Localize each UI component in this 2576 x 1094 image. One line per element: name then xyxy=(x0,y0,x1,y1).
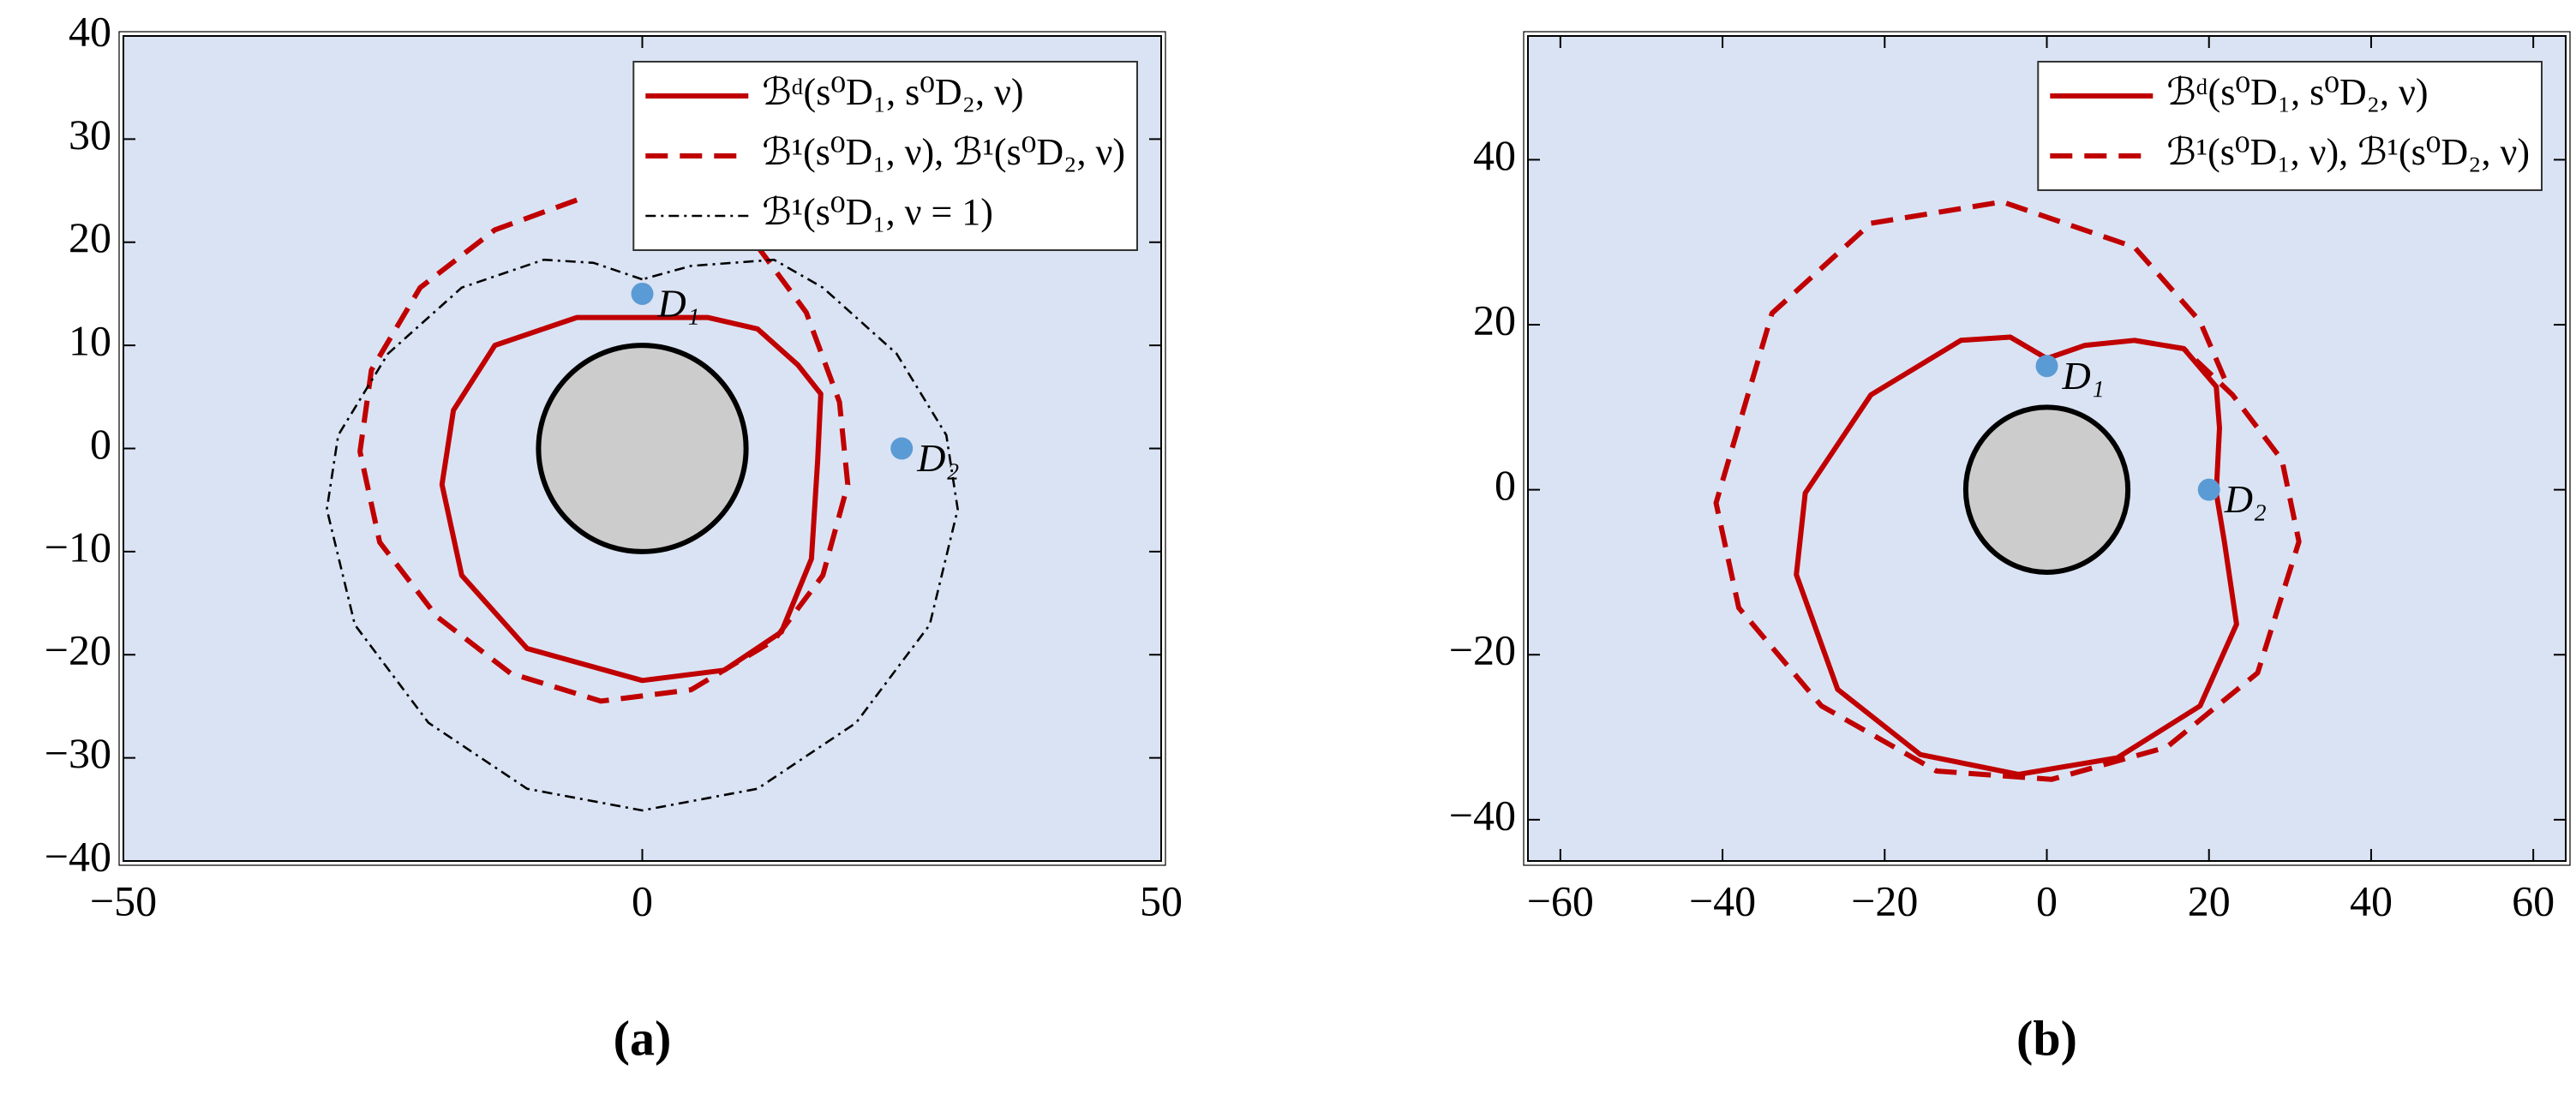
series-line xyxy=(357,197,851,704)
plot xyxy=(1713,199,2302,782)
caption: (a) xyxy=(614,1010,672,1066)
point-label: D₂ xyxy=(916,436,959,480)
x-tick-label: 0 xyxy=(632,876,653,924)
x-tick-label: 20 xyxy=(2188,876,2231,924)
legend-label: ℬ¹(s⁰D₁, ν = 1) xyxy=(762,191,993,233)
y-tick-label: 0 xyxy=(1495,461,1516,509)
obstacle xyxy=(1962,404,2131,575)
point-label: D₁ xyxy=(2062,354,2105,398)
chart: −60 −40 −20 0 20 40 60−40−2002040D₁D₂ℬᵈ(s⁰D₁, … xyxy=(1449,31,2571,1066)
axes-frame-outer xyxy=(1523,31,2571,866)
point xyxy=(2035,355,2058,378)
x-tick-label: 0 xyxy=(2036,876,2058,924)
obstacle xyxy=(536,343,749,554)
legend-label: ℬ¹(s⁰D₁, ν), ℬ¹(s⁰D₂, ν) xyxy=(762,131,1125,173)
y-tick-label: −40 xyxy=(45,832,111,880)
x-tick-label: −40 xyxy=(1689,876,1756,924)
axes-frame-outer xyxy=(118,31,1166,866)
caption: (b) xyxy=(2016,1010,2077,1066)
x-tick-label: −50 xyxy=(90,876,157,924)
legend: ℬᵈ(s⁰D₁, s⁰D₂, ν) ℬ¹(s⁰D₁, ν), ℬ¹(s⁰D₂, ν… xyxy=(2037,61,2543,191)
x-tick-label: 40 xyxy=(2350,876,2393,924)
legend-label: ℬᵈ(s⁰D₁, s⁰D₂, ν) xyxy=(762,71,1023,113)
legend: ℬᵈ(s⁰D₁, s⁰D₂, ν) ℬ¹(s⁰D₁, ν), ℬ¹(s⁰D₂, ν… xyxy=(632,61,1138,251)
y-tick-label: 40 xyxy=(69,7,111,55)
point xyxy=(2197,478,2220,501)
y-tick-label: 30 xyxy=(69,111,111,158)
series-line xyxy=(1794,334,2239,777)
point xyxy=(890,437,914,460)
x-tick-label: 60 xyxy=(2512,876,2555,924)
y-tick-label: −10 xyxy=(45,523,111,571)
point xyxy=(631,282,654,305)
y-tick-label: 10 xyxy=(69,317,111,365)
y-tick-label: 40 xyxy=(1473,131,1516,179)
series-line xyxy=(326,258,959,812)
y-tick-label: −40 xyxy=(1449,791,1516,839)
series-line xyxy=(1713,199,2302,782)
y-tick-label: 20 xyxy=(69,213,111,261)
axes-frame xyxy=(1527,35,2567,862)
y-tick-label: 0 xyxy=(90,420,111,468)
plot xyxy=(326,197,959,812)
x-tick-label: 50 xyxy=(1140,876,1183,924)
y-tick-label: −20 xyxy=(1449,626,1516,674)
chart: −50 0 50 −40 −30 −20 −10 0 10 20 30 40 D₁ D₂ ℬᵈ(s⁰D₁, … xyxy=(45,7,1183,1066)
y-tick-label: −30 xyxy=(45,729,111,777)
legend-box xyxy=(2037,61,2543,191)
legend-label: ℬᵈ(s⁰D₁, s⁰D₂, ν) xyxy=(2166,71,2428,113)
legend-label: ℬ¹(s⁰D₁, ν), ℬ¹(s⁰D₂, ν) xyxy=(2166,131,2530,173)
x-tick-label: −20 xyxy=(1851,876,1918,924)
axes-frame xyxy=(123,35,1162,862)
point-label: D₂ xyxy=(2224,477,2267,521)
point-label: D₁ xyxy=(657,282,700,326)
x-tick-label: −60 xyxy=(1527,876,1594,924)
y-tick-label: 20 xyxy=(1473,296,1516,344)
y-tick-label: −20 xyxy=(45,626,111,674)
